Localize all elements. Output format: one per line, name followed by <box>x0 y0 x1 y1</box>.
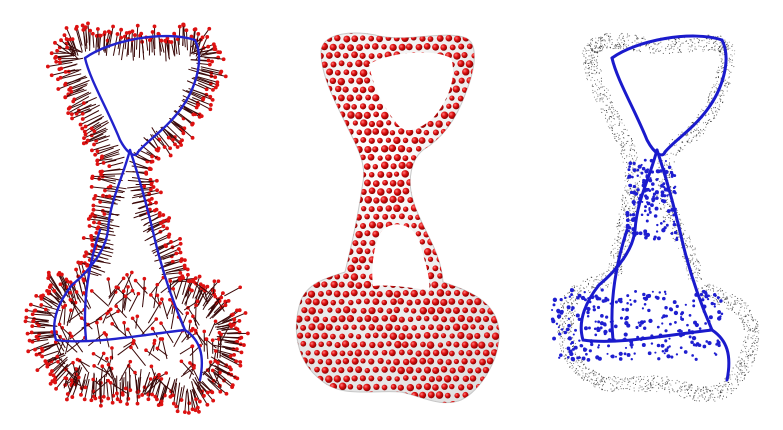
skeleton-curve <box>53 34 204 382</box>
normal-spikes <box>23 21 250 415</box>
skeleton-normals-image <box>23 21 250 415</box>
waist-gap <box>372 224 430 290</box>
panel-point-cloud <box>522 0 783 430</box>
sphere-surface-image <box>295 32 500 404</box>
panel-skeleton-normals <box>0 0 261 430</box>
panel-sphere-surface <box>261 0 522 430</box>
loop-hole <box>369 52 453 131</box>
point-cloud <box>557 32 760 402</box>
skeleton-curve <box>579 34 731 382</box>
point-cloud-image <box>550 32 760 402</box>
